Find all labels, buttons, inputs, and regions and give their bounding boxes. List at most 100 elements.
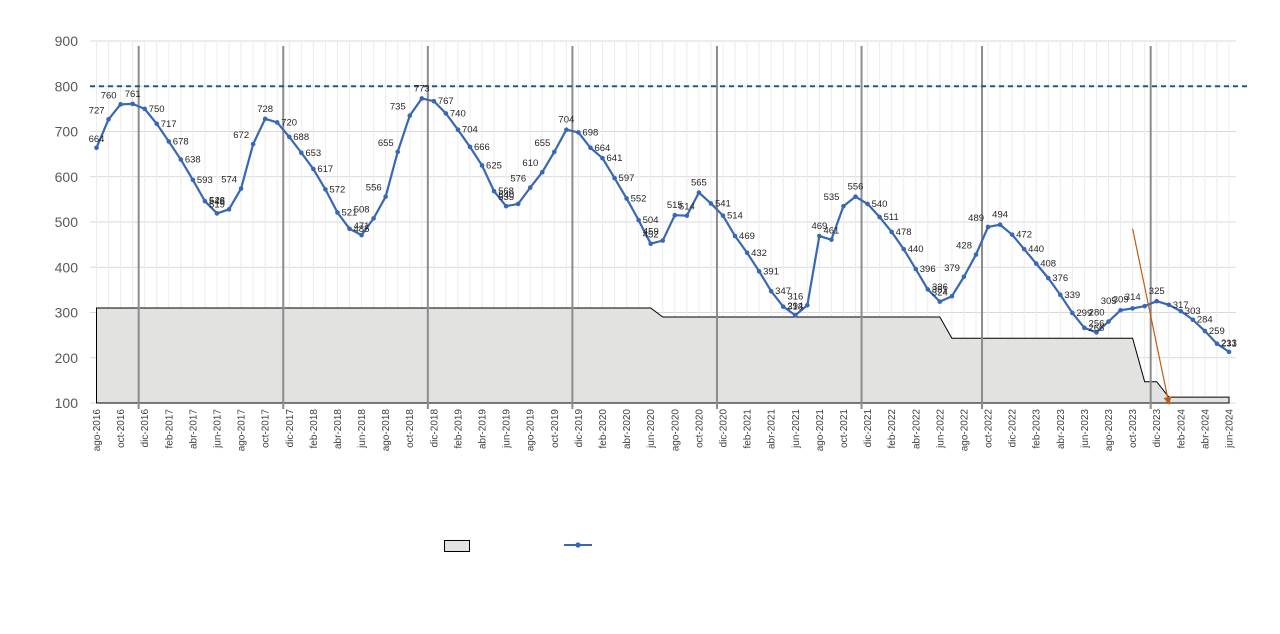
x-tick-label: feb-2018 — [309, 409, 320, 449]
data-label: 540 — [498, 190, 514, 201]
x-tick-label: dic-2019 — [574, 409, 585, 448]
x-tick-label: feb-2021 — [743, 409, 754, 449]
data-label: 514 — [727, 211, 743, 222]
data-label: 735 — [390, 102, 406, 113]
data-label: 305 — [1101, 296, 1117, 307]
data-label: 546 — [209, 196, 225, 207]
data-label: 535 — [824, 192, 840, 203]
data-point — [853, 194, 858, 199]
data-label: 704 — [558, 115, 574, 126]
data-label: 408 — [1040, 259, 1056, 270]
data-point — [154, 121, 160, 127]
data-point — [949, 293, 955, 299]
data-label: 556 — [366, 183, 382, 194]
data-label: 556 — [848, 182, 864, 193]
data-label: 494 — [992, 210, 1008, 221]
data-label: 461 — [823, 226, 839, 237]
data-label: 565 — [691, 178, 707, 189]
x-tick-label: oct-2021 — [839, 409, 850, 448]
x-tick-label: ago-2017 — [237, 409, 248, 452]
data-label: 740 — [450, 108, 466, 119]
data-label: 440 — [1028, 244, 1044, 255]
data-label: 336 — [932, 282, 948, 293]
x-tick-label: abr-2023 — [1056, 409, 1067, 449]
data-point — [805, 302, 810, 308]
data-point — [708, 201, 714, 206]
data-point — [395, 149, 400, 155]
data-point — [636, 217, 641, 223]
data-point — [1082, 325, 1087, 331]
data-point — [455, 127, 461, 132]
data-point — [431, 98, 437, 104]
data-point — [178, 157, 184, 162]
data-label: 625 — [486, 160, 502, 171]
data-point — [383, 194, 388, 199]
data-point — [901, 246, 907, 252]
data-point — [600, 155, 605, 161]
y-tick-label: 400 — [55, 259, 79, 275]
x-tick-label: jun-2023 — [1080, 409, 1091, 449]
y-tick-label: 300 — [55, 305, 79, 321]
data-point — [1021, 246, 1027, 252]
data-point — [660, 238, 666, 243]
x-tick-label: jun-2018 — [357, 409, 368, 449]
data-point — [648, 241, 654, 247]
data-point — [142, 106, 147, 112]
data-point — [588, 145, 593, 151]
x-tick-label: jun-2021 — [791, 409, 802, 449]
data-label: 704 — [462, 125, 478, 136]
y-tick-label: 100 — [55, 395, 79, 411]
data-point — [1154, 298, 1160, 304]
data-label: 541 — [715, 198, 731, 209]
data-label: 316 — [787, 291, 803, 302]
data-label: 717 — [161, 119, 177, 130]
data-label: 256 — [1089, 318, 1105, 329]
x-tick-label: oct-2019 — [550, 409, 561, 448]
data-point — [94, 145, 99, 151]
data-label: 688 — [293, 132, 309, 143]
y-axis: 100 200 300 400 500 600 700 800 900 — [55, 33, 79, 411]
x-tick-label: oct-2016 — [116, 409, 127, 448]
x-tick-label: feb-2019 — [453, 409, 464, 449]
data-point — [889, 229, 894, 235]
data-point — [768, 288, 774, 294]
data-point — [865, 201, 870, 207]
data-point — [479, 163, 485, 168]
data-label: 351 — [932, 284, 948, 295]
data-point — [1130, 306, 1135, 311]
data-label: 432 — [751, 248, 767, 259]
x-tick-label: feb-2017 — [164, 409, 175, 449]
data-label: 284 — [1197, 315, 1213, 326]
data-point — [732, 233, 738, 239]
data-point — [226, 207, 232, 212]
line-series — [94, 96, 1232, 355]
x-tick-label: oct-2023 — [1128, 409, 1139, 448]
data-point — [817, 233, 822, 239]
area-step-shape — [96, 307, 1230, 404]
data-label: 339 — [1064, 290, 1080, 301]
x-tick-label: oct-2022 — [984, 409, 995, 448]
x-tick-label: jun-2020 — [646, 409, 657, 449]
data-point — [1045, 275, 1051, 281]
data-point — [467, 144, 473, 150]
data-point — [564, 127, 569, 132]
data-point — [1226, 349, 1232, 355]
data-point — [250, 141, 256, 147]
data-label: 391 — [763, 266, 779, 277]
data-label: 428 — [956, 241, 972, 252]
x-tick-label: dic-2020 — [718, 409, 729, 448]
data-label: 376 — [1052, 273, 1068, 284]
x-tick-label: dic-2017 — [285, 409, 296, 448]
x-tick-label: oct-2020 — [694, 409, 705, 448]
data-label: 471 — [354, 221, 370, 232]
data-point — [347, 226, 352, 232]
data-label: 519 — [209, 199, 225, 210]
legend-line-swatch — [564, 542, 592, 548]
data-point — [1142, 303, 1147, 309]
data-label: 515 — [667, 200, 683, 211]
data-point — [925, 287, 931, 292]
data-label: 678 — [173, 136, 189, 147]
data-point — [1214, 341, 1220, 347]
data-point — [214, 211, 220, 216]
